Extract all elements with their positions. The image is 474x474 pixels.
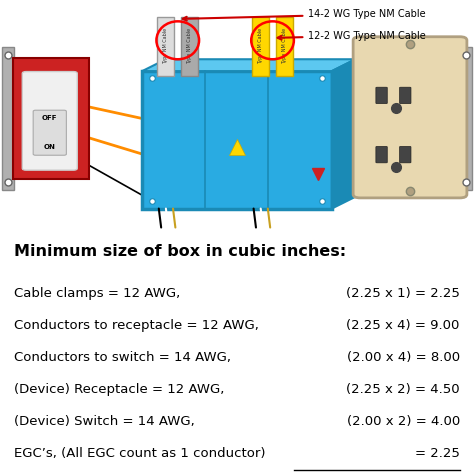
FancyBboxPatch shape	[400, 87, 411, 104]
FancyBboxPatch shape	[157, 17, 174, 76]
Polygon shape	[142, 59, 356, 71]
Text: (2.25 x 4) = 9.00: (2.25 x 4) = 9.00	[346, 319, 460, 332]
FancyBboxPatch shape	[276, 17, 293, 76]
FancyBboxPatch shape	[252, 17, 269, 76]
FancyBboxPatch shape	[181, 17, 198, 76]
Text: = 2.25: = 2.25	[415, 447, 460, 460]
Text: Conductors to switch = 14 AWG,: Conductors to switch = 14 AWG,	[14, 351, 231, 364]
Text: (2.00 x 2) = 4.00: (2.00 x 2) = 4.00	[346, 415, 460, 428]
FancyBboxPatch shape	[13, 58, 89, 179]
FancyBboxPatch shape	[376, 146, 387, 163]
FancyBboxPatch shape	[460, 47, 472, 190]
Text: Conductors to receptacle = 12 AWG,: Conductors to receptacle = 12 AWG,	[14, 319, 259, 332]
Text: Minimum size of box in cubic inches:: Minimum size of box in cubic inches:	[14, 244, 346, 259]
FancyBboxPatch shape	[400, 146, 411, 163]
FancyBboxPatch shape	[142, 71, 332, 209]
Text: EGC’s, (All EGC count as 1 conductor): EGC’s, (All EGC count as 1 conductor)	[14, 447, 266, 460]
Text: 12-2 WG Type NM Cable: 12-2 WG Type NM Cable	[278, 30, 426, 41]
FancyBboxPatch shape	[33, 110, 66, 155]
FancyBboxPatch shape	[22, 72, 77, 170]
FancyBboxPatch shape	[376, 87, 387, 104]
Text: Cable clamps = 12 AWG,: Cable clamps = 12 AWG,	[14, 287, 181, 300]
Text: (Device) Switch = 14 AWG,: (Device) Switch = 14 AWG,	[14, 415, 195, 428]
Text: OFF: OFF	[42, 116, 57, 121]
Text: 14-2 WG Type NM Cable: 14-2 WG Type NM Cable	[183, 9, 426, 21]
Polygon shape	[332, 59, 356, 209]
FancyBboxPatch shape	[2, 47, 14, 190]
Text: ON: ON	[44, 144, 56, 150]
Text: Type NM Cable: Type NM Cable	[187, 28, 192, 64]
Text: (2.25 x 2) = 4.50: (2.25 x 2) = 4.50	[346, 383, 460, 396]
Text: Type NM Cable: Type NM Cable	[282, 28, 287, 64]
Text: (2.25 x 1) = 2.25: (2.25 x 1) = 2.25	[346, 287, 460, 300]
Text: (Device) Receptacle = 12 AWG,: (Device) Receptacle = 12 AWG,	[14, 383, 225, 396]
Text: Type NM Cable: Type NM Cable	[164, 28, 168, 64]
FancyBboxPatch shape	[353, 37, 467, 198]
Text: (2.00 x 4) = 8.00: (2.00 x 4) = 8.00	[346, 351, 460, 364]
Text: Type NM Cable: Type NM Cable	[258, 28, 263, 64]
